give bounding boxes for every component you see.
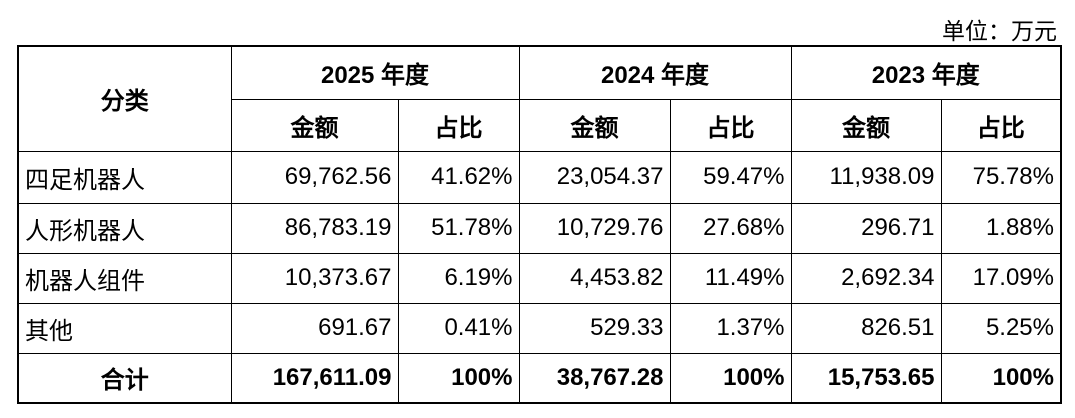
subheader: 金额 xyxy=(518,98,671,152)
category-cell: 人形机器人 xyxy=(17,202,232,254)
subheader: 占比 xyxy=(397,98,520,152)
category-cell: 合计 xyxy=(17,352,232,404)
value-cell: 10,729.76 xyxy=(518,202,671,254)
value-cell: 167,611.09 xyxy=(230,352,399,404)
value-cell: 5.25% xyxy=(940,302,1062,354)
value-cell: 11.49% xyxy=(669,252,792,304)
value-cell: 27.68% xyxy=(669,202,792,254)
unit-label: 单位：万元 xyxy=(942,19,1057,44)
value-cell: 38,767.28 xyxy=(518,352,671,404)
value-cell: 75.78% xyxy=(940,150,1062,204)
value-cell: 59.47% xyxy=(669,150,792,204)
data-row: 其他 691.67 0.41% 529.33 1.37% 826.51 5.25% xyxy=(17,302,1062,354)
year-header: 2023 年度 xyxy=(790,45,1062,100)
value-cell: 41.62% xyxy=(397,150,520,204)
value-cell: 11,938.09 xyxy=(790,150,942,204)
data-row: 人形机器人 86,783.19 51.78% 10,729.76 27.68% 296.7… xyxy=(17,202,1062,254)
subheader: 金额 xyxy=(790,98,942,152)
header-row: 分类 2025 年度 2024 年度 2023 年度 xyxy=(17,45,1062,152)
value-cell: 826.51 xyxy=(790,302,942,354)
year-header: 2024 年度 xyxy=(518,45,792,100)
value-cell: 100% xyxy=(397,352,520,404)
subheader: 占比 xyxy=(669,98,792,152)
value-cell: 2,692.34 xyxy=(790,252,942,304)
subheader: 占比 xyxy=(940,98,1062,152)
category-cell: 四足机器人 xyxy=(17,150,232,204)
value-cell: 0.41% xyxy=(397,302,520,354)
value-cell: 23,054.37 xyxy=(518,150,671,204)
value-cell: 86,783.19 xyxy=(230,202,399,254)
value-cell: 4,453.82 xyxy=(518,252,671,304)
data-row: 四足机器人 69,762.56 41.62% 23,054.37 59.47% 11,93… xyxy=(17,150,1062,204)
subheader: 金额 xyxy=(230,98,399,152)
total-row: 合计 167,611.09 100% 38,767.28 100% 15,753.65 10… xyxy=(17,352,1062,404)
year-header: 2025 年度 xyxy=(230,45,520,100)
value-cell: 51.78% xyxy=(397,202,520,254)
value-cell: 69,762.56 xyxy=(230,150,399,204)
value-cell: 10,373.67 xyxy=(230,252,399,304)
revenue-table: 分类 2025 年度 2024 年度 2023 年度 金额 占比 金额 占比 金额 占比 四足… xyxy=(17,45,1062,404)
value-cell: 100% xyxy=(940,352,1062,404)
category-cell: 其他 xyxy=(17,302,232,354)
value-cell: 17.09% xyxy=(940,252,1062,304)
category-cell: 机器人组件 xyxy=(17,252,232,304)
value-cell: 691.67 xyxy=(230,302,399,354)
value-cell: 296.71 xyxy=(790,202,942,254)
value-cell: 1.37% xyxy=(669,302,792,354)
data-row: 机器人组件 10,373.67 6.19% 4,453.82 11.49% 2,692.3… xyxy=(17,252,1062,304)
value-cell: 15,753.65 xyxy=(790,352,942,404)
value-cell: 6.19% xyxy=(397,252,520,304)
value-cell: 1.88% xyxy=(940,202,1062,254)
category-header: 分类 xyxy=(17,45,232,152)
value-cell: 529.33 xyxy=(518,302,671,354)
value-cell: 100% xyxy=(669,352,792,404)
